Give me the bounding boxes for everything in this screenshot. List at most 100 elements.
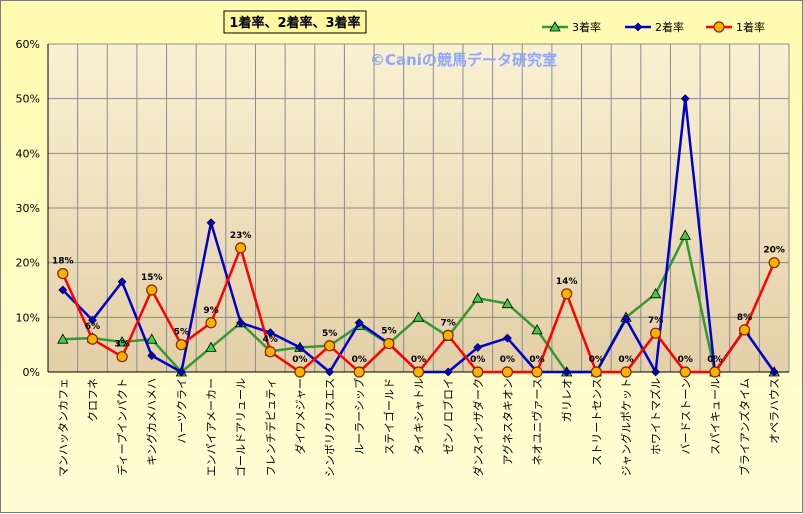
- data-label: 5%: [322, 329, 337, 339]
- data-point-marker: [205, 317, 217, 329]
- data-point-marker: [147, 351, 157, 361]
- data-point-marker: [651, 367, 661, 377]
- y-tick-label: 20%: [16, 257, 40, 270]
- data-label: 0%: [500, 355, 515, 365]
- x-tick-label: オペラハウス: [768, 378, 781, 444]
- legend: 3着率 2着率 1着率: [542, 20, 765, 34]
- data-point-marker: [738, 324, 751, 336]
- y-tick-label: 0%: [23, 366, 40, 379]
- data-label: 0%: [529, 355, 544, 365]
- data-point-marker: [531, 324, 543, 335]
- x-tick-label: ホワイトマズル: [649, 378, 663, 455]
- x-tick-label: ハーツクライ: [175, 378, 188, 444]
- watermark-text: ©Caniの競馬データ研究室: [370, 51, 557, 69]
- data-point-marker: [561, 288, 573, 300]
- data-label: 23%: [230, 231, 252, 241]
- legend-item: 3着率: [542, 20, 601, 34]
- y-tick-label: 10%: [16, 311, 40, 324]
- data-labels: 18% 6% 3% 15% 5% 9% 23% 4% 0% 5% 0% 5% 0% 7% 0% 0% 0% 14%…: [52, 231, 785, 365]
- data-point-marker: [501, 297, 514, 309]
- data-point-marker: [649, 288, 662, 299]
- x-tick-label: ガリレオ: [561, 378, 574, 422]
- y-tick-label: 50%: [16, 93, 40, 106]
- data-point-marker: [295, 342, 305, 352]
- data-label: 0%: [589, 355, 604, 365]
- data-point-marker: [472, 292, 484, 303]
- data-point-marker: [443, 367, 453, 377]
- data-point-marker: [633, 22, 643, 32]
- data-label: 14%: [556, 277, 578, 287]
- x-tick-label: バードストーン: [679, 378, 692, 454]
- x-tick-label: エンパイアメーカー: [205, 378, 218, 476]
- legend-label: 2着率: [655, 20, 684, 34]
- x-tick-label: ゼンノロブロイ: [441, 378, 455, 454]
- data-label: 0%: [411, 355, 426, 365]
- data-point-marker: [206, 218, 216, 228]
- x-tick-label: キングカメハメハ: [145, 378, 159, 466]
- data-label: 0%: [707, 355, 722, 365]
- series-group: [57, 242, 780, 378]
- data-point-marker: [383, 337, 395, 350]
- data-label: 5%: [381, 327, 396, 337]
- data-label: 3%: [114, 340, 129, 350]
- data-point-marker: [650, 327, 662, 339]
- data-point-marker: [590, 366, 602, 378]
- data-point-marker: [264, 346, 276, 358]
- y-tick-label: 60%: [16, 38, 40, 51]
- legend-label: 1着率: [736, 20, 765, 34]
- data-point-marker: [621, 314, 631, 324]
- x-tick-label: ネオユニヴァース: [530, 378, 544, 465]
- x-tick-label: ディープインパクト: [115, 378, 129, 476]
- data-label: 0%: [618, 355, 633, 365]
- data-label: 20%: [763, 246, 785, 256]
- x-tick-label: タイキシャトル: [413, 378, 426, 455]
- data-point-marker: [412, 311, 425, 322]
- x-tick-label: ダンスインザダーク: [471, 378, 485, 477]
- data-label: 9%: [203, 306, 218, 316]
- x-tick-label: ゴールドアリュール: [234, 378, 248, 477]
- x-tick-label: クロフネ: [86, 378, 99, 422]
- chart-title: 1着率、2着率、3着率: [229, 15, 360, 31]
- chart-title-box: 1着率、2着率、3着率: [223, 10, 367, 34]
- data-point-marker: [235, 242, 247, 254]
- y-tick-label: 40%: [16, 147, 40, 160]
- data-point-marker: [531, 366, 543, 378]
- data-point-marker: [679, 229, 691, 240]
- x-tick-label: ブライアンズタイム: [738, 378, 752, 476]
- data-point-marker: [116, 351, 128, 363]
- x-tick-label: ステイゴールド: [382, 378, 396, 455]
- data-point-marker: [549, 21, 561, 32]
- x-tick-label: フレンチデピュティ: [263, 378, 277, 476]
- data-point-marker: [236, 318, 246, 328]
- axes: 0% 10% 20% 30% 40% 50% 60% マンハッタンカフェ クロフネ ディープインパ…: [16, 38, 789, 477]
- x-tick-label: ダイワメジャー: [293, 378, 307, 454]
- data-point-marker: [117, 277, 127, 287]
- data-label: 6%: [85, 322, 100, 332]
- legend-item: 1着率: [706, 20, 765, 34]
- x-tick-label: アグネスタキオン: [500, 378, 514, 465]
- data-point-marker: [86, 333, 99, 345]
- x-tick-label: マンハッタンカフェ: [57, 378, 70, 477]
- data-point-marker: [713, 21, 725, 33]
- data-label: 0%: [292, 355, 307, 365]
- data-point-marker: [57, 333, 69, 344]
- data-point-marker: [472, 366, 484, 378]
- data-point-marker: [323, 340, 336, 352]
- data-point-marker: [265, 328, 275, 338]
- data-label: 5%: [174, 328, 189, 338]
- data-point-marker: [146, 333, 158, 344]
- data-point-marker: [562, 367, 572, 377]
- data-point-marker: [680, 94, 690, 104]
- data-point-marker: [205, 341, 217, 352]
- legend-item: 2着率: [625, 20, 684, 34]
- data-label: 0%: [470, 355, 485, 365]
- data-point-marker: [501, 366, 514, 378]
- data-label: 7%: [648, 316, 663, 326]
- data-label: 7%: [440, 318, 455, 328]
- data-label: 0%: [678, 355, 693, 365]
- data-point-marker: [679, 366, 691, 378]
- data-point-marker: [768, 257, 780, 269]
- data-label: 8%: [737, 313, 752, 323]
